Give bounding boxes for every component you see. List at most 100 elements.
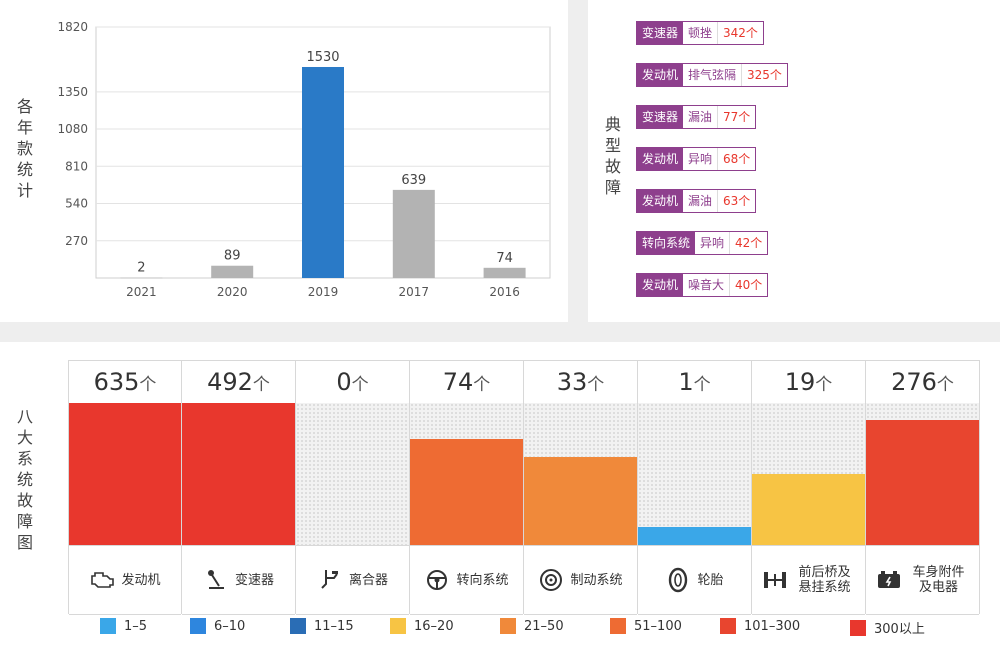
legend-label: 51–100	[634, 618, 682, 634]
fault-panel-side-label: 典型故障	[604, 115, 621, 197]
system-count: 635个	[69, 360, 181, 404]
fault-system: 变速器	[637, 106, 684, 128]
system-count-value: 33	[556, 368, 588, 396]
system-name: 车身附件及电器	[912, 565, 965, 595]
system-count-value: 19	[784, 368, 816, 396]
bar-2016	[483, 267, 526, 278]
x-tick-label: 2021	[126, 285, 157, 299]
system-bar	[182, 403, 295, 545]
system-column[interactable]: 1个轮胎	[638, 360, 752, 615]
fault-system: 发动机	[637, 64, 684, 86]
system-column[interactable]: 33个制动系统	[524, 360, 638, 615]
system-label: 前后桥及悬挂系统	[752, 545, 865, 615]
system-name: 离合器	[348, 572, 388, 588]
legend-swatch	[850, 619, 866, 636]
system-count-unit: 个	[587, 375, 605, 395]
legend-label: 11–15	[314, 618, 354, 634]
system-label: 发动机	[69, 545, 181, 615]
fault-count: 342个	[723, 26, 758, 40]
legend-swatch	[500, 618, 516, 634]
bar-2017	[392, 189, 435, 278]
system-count: 19个	[752, 360, 865, 404]
y-tick-label: 1820	[57, 20, 88, 34]
system-count: 74个	[410, 360, 523, 404]
legend-item: 11–15	[290, 618, 354, 634]
system-column[interactable]: 276个车身附件及电器	[866, 360, 980, 615]
system-count: 1个	[638, 360, 751, 404]
system-label: 车身附件及电器	[866, 545, 979, 615]
y-tick-label: 810	[65, 159, 88, 173]
system-count: 492个	[182, 360, 295, 404]
fault-tag[interactable]: 变速器 漏油 77个	[636, 105, 757, 129]
year-panel-side-label: 各年款统计	[16, 97, 33, 200]
fault-count: 63个	[723, 194, 751, 208]
system-name: 发动机	[121, 572, 161, 588]
battery-icon	[876, 567, 902, 593]
typical-faults-panel: 典型故障 变速器 顿挫 342个 发动机 排气弦隔 325个 变速器 漏油 77个 发动机异…	[588, 0, 1000, 322]
system-bar-area	[638, 403, 751, 545]
system-count: 276个	[866, 360, 979, 404]
system-label: 离合器	[296, 545, 409, 615]
system-count-value: 74	[442, 368, 474, 396]
eight-systems-panel: 八大系统故障图 635个 发动机 492个 变速器 0个 离合器 74个 转向系统 33个 制动系…	[0, 342, 1000, 654]
fault-tag[interactable]: 转向系统 异响 42个	[636, 231, 769, 255]
bar-value-label: 74	[496, 251, 513, 266]
legend-swatch	[100, 618, 116, 634]
system-label: 轮胎	[638, 545, 751, 615]
engine-icon	[89, 567, 115, 593]
system-bar	[69, 403, 181, 545]
steering-wheel-icon	[424, 567, 450, 593]
system-column[interactable]: 0个离合器	[296, 360, 410, 615]
fault-tag[interactable]: 发动机 排气弦隔 325个	[636, 63, 788, 87]
gear-shift-icon	[203, 567, 229, 593]
system-bar	[638, 526, 751, 545]
system-count: 33个	[524, 360, 637, 404]
system-column[interactable]: 74个转向系统	[410, 360, 524, 615]
system-bar-area	[410, 403, 523, 545]
system-count: 0个	[296, 360, 409, 404]
system-column[interactable]: 19个前后桥及悬挂系统	[752, 360, 866, 615]
fault-system: 转向系统	[637, 232, 696, 254]
system-bar-area	[296, 403, 409, 545]
system-bar	[410, 438, 523, 545]
system-label: 变速器	[182, 545, 295, 615]
system-count-unit: 个	[815, 375, 833, 395]
system-label: 转向系统	[410, 545, 523, 615]
fault-system: 变速器	[637, 22, 684, 44]
x-tick-label: 2020	[217, 285, 248, 299]
system-count-value: 276	[891, 368, 937, 396]
x-tick-label: 2019	[308, 285, 339, 299]
bar-2020	[211, 265, 254, 278]
bar-2019	[302, 66, 344, 278]
system-name: 制动系统	[570, 572, 623, 588]
bar-value-label: 639	[401, 173, 426, 188]
system-name: 轮胎	[697, 572, 724, 588]
x-tick-label: 2017	[399, 285, 430, 299]
system-bar-area	[866, 403, 979, 545]
system-column[interactable]: 492个变速器	[182, 360, 296, 615]
fault-issue: 异响	[695, 232, 731, 254]
system-bar	[752, 474, 865, 545]
legend-swatch	[390, 618, 406, 634]
fault-tag[interactable]: 发动机 异响 68个	[636, 147, 757, 171]
legend-label: 1–5	[124, 618, 148, 634]
legend-swatch	[290, 618, 306, 634]
fault-issue: 噪音大	[683, 274, 731, 296]
legend-label: 6–10	[214, 618, 246, 634]
bar-value-label: 1530	[306, 50, 339, 65]
legend-swatch	[610, 618, 626, 634]
bar-2021	[120, 277, 163, 279]
system-bar	[524, 456, 637, 545]
fault-tag[interactable]: 变速器 顿挫 342个	[636, 21, 764, 45]
legend-swatch	[190, 618, 206, 634]
systems-panel-side-label: 八大系统故障图	[16, 407, 33, 552]
system-name: 前后桥及悬挂系统	[798, 565, 851, 595]
fault-tag[interactable]: 发动机 漏油 63个	[636, 189, 757, 213]
legend-item: 1–5	[100, 618, 147, 634]
system-count-value: 492	[207, 368, 253, 396]
system-column[interactable]: 635个发动机	[68, 360, 182, 615]
y-tick-label: 1080	[57, 122, 88, 136]
fault-issue: 漏油	[683, 106, 719, 128]
legend-item: 21–50	[500, 618, 564, 634]
fault-tag[interactable]: 发动机 噪音大 40个	[636, 273, 769, 297]
